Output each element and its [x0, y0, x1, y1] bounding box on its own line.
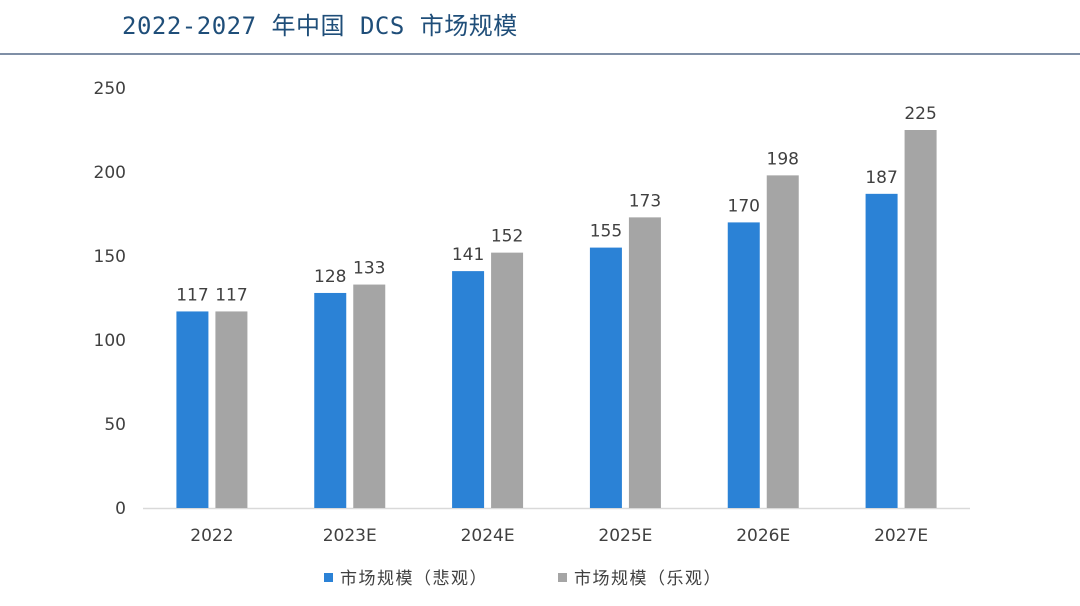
data-label: 155: [590, 222, 622, 242]
category-label: 2023E: [323, 526, 377, 546]
bar: [491, 252, 524, 508]
data-label: 128: [314, 267, 346, 287]
category-label: 2022: [190, 526, 233, 546]
data-label: 170: [728, 196, 760, 216]
page-title: 2022-2027 年中国 DCS 市场规模: [122, 12, 518, 40]
category-label: 2025E: [598, 526, 652, 546]
category-labels-group: 2022 2023E 2024E 2025E 2026E 2027E: [190, 526, 928, 546]
bar: [452, 271, 485, 508]
data-label: 141: [452, 245, 484, 265]
data-label: 173: [629, 191, 661, 211]
title-divider: [0, 53, 1080, 55]
bar: [314, 292, 347, 508]
bar: [628, 217, 661, 509]
bar: [727, 222, 760, 508]
y-tick-label: 0: [115, 499, 126, 519]
legend: 市场规模（悲观） 市场规模（乐观）: [324, 569, 722, 589]
data-label: 117: [176, 285, 208, 305]
data-label: 198: [767, 149, 799, 169]
bar: [353, 284, 386, 508]
legend-swatch: [324, 573, 333, 582]
y-tick-label: 100: [94, 331, 126, 351]
bar: [589, 247, 622, 508]
category-label: 2024E: [461, 526, 515, 546]
bar: [865, 193, 898, 508]
y-tick-label: 50: [104, 415, 126, 435]
bar: [766, 175, 799, 509]
data-label: 152: [491, 227, 523, 247]
bars-group: [176, 130, 937, 509]
data-label: 187: [865, 168, 897, 188]
legend-label: 市场规模（悲观）: [340, 569, 488, 589]
y-tick-label: 250: [94, 79, 126, 99]
data-label: 133: [353, 259, 385, 279]
bar: [215, 311, 248, 508]
y-tick-label: 150: [94, 247, 126, 267]
data-label: 225: [904, 104, 936, 124]
data-labels-group: 117 117 128 133 141 152 155 173 170 198 187 225: [176, 104, 937, 305]
data-label: 117: [215, 285, 247, 305]
legend-swatch: [558, 573, 567, 582]
bar: [176, 311, 209, 508]
y-tick-label: 200: [94, 163, 126, 183]
category-label: 2026E: [736, 526, 790, 546]
y-axis: 0 50 100 150 200 250: [94, 79, 126, 519]
legend-label: 市场规模（乐观）: [574, 569, 722, 589]
bar: [904, 130, 937, 508]
category-label: 2027E: [874, 526, 928, 546]
